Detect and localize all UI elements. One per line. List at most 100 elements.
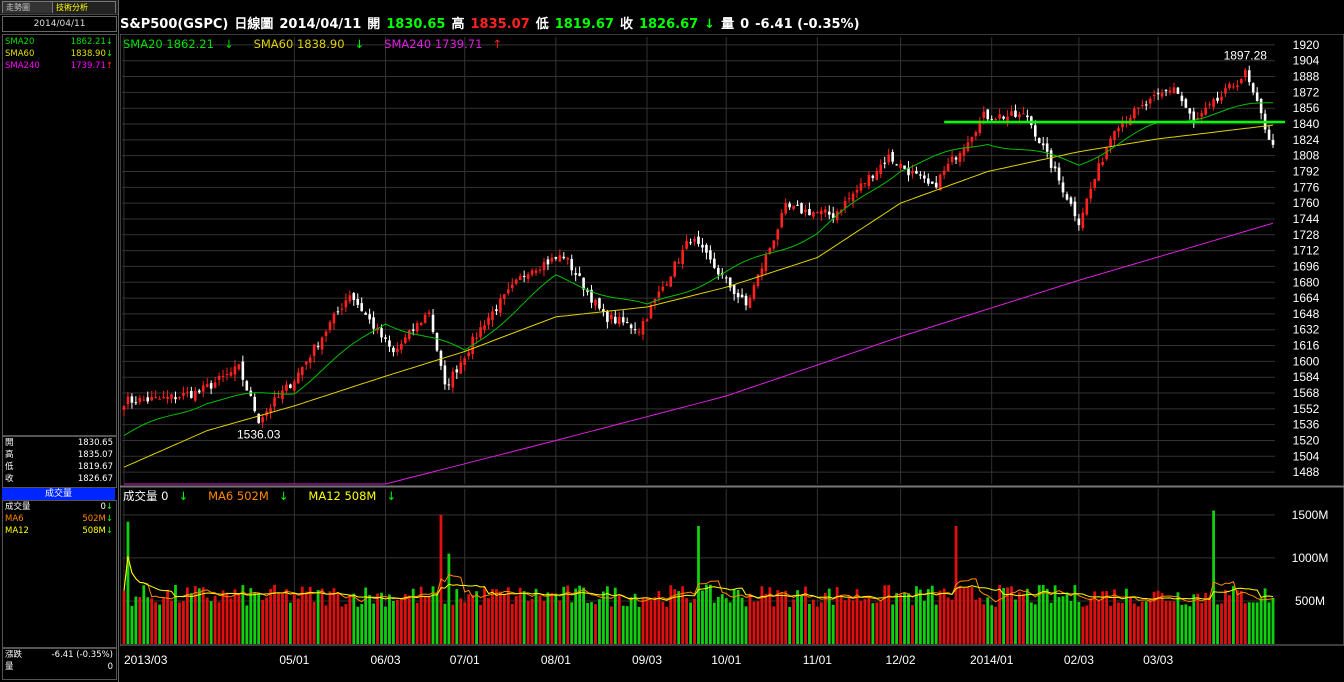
candle-body (1160, 92, 1164, 97)
volume-bar (158, 604, 162, 644)
candle-body (419, 322, 423, 326)
candle-body (483, 325, 486, 330)
volume-bar (748, 593, 752, 644)
candle-body (178, 397, 181, 399)
change-label: 漲跌 (5, 650, 23, 660)
candle-body (1097, 163, 1100, 181)
candle-body (701, 244, 704, 248)
volume-bar (419, 586, 423, 644)
volume-bar (950, 599, 954, 644)
price-tick-label: 1904 (1293, 54, 1320, 68)
ma12-label: MA12 (5, 526, 29, 536)
candle-body (1224, 88, 1227, 94)
candle-body (479, 327, 482, 338)
volume-bar (443, 603, 447, 644)
candle-body (982, 111, 986, 118)
volume-bar (562, 586, 566, 644)
volume-bar (550, 593, 554, 644)
candle-body (285, 384, 288, 391)
ma6-label: MA6 (5, 514, 24, 524)
volume-bar (1029, 602, 1033, 644)
candle-body (221, 375, 225, 377)
volume-bar (1069, 601, 1073, 644)
candle-body (1267, 129, 1271, 140)
candle-body (562, 256, 566, 259)
candle-body (281, 390, 284, 400)
candle-body (1006, 116, 1009, 122)
volume-value: 0 (100, 502, 106, 512)
candle-body (1037, 137, 1041, 143)
volume-legend: 成交量 0 ↓ MA6 502M ↓ MA12 508M ↓ (123, 489, 416, 503)
candle-body (970, 136, 974, 142)
volume-bar (716, 596, 720, 644)
volume-bar (1033, 604, 1037, 644)
open-label: 開 (367, 17, 381, 32)
price-tick-label: 1760 (1293, 196, 1320, 210)
sidebar-volume-header[interactable]: 成交量 (2, 488, 115, 500)
volume-bar (1192, 594, 1196, 644)
volume-bar (265, 597, 269, 644)
low-value: 1819.67 (554, 17, 614, 32)
open-value: 1830.65 (386, 17, 446, 32)
volume-bar (285, 589, 288, 644)
candle-body (158, 398, 161, 400)
volume-bar (245, 605, 249, 644)
close-value: 1826.67 (77, 474, 113, 484)
volume-bar (1081, 606, 1085, 644)
candle-body (340, 308, 344, 310)
volume-bar (277, 593, 280, 644)
candle-body (689, 242, 692, 244)
x-tick-label: 12/02 (886, 653, 916, 667)
candle-body (411, 329, 415, 331)
volume-bar (907, 593, 910, 644)
volume-bar (1061, 596, 1065, 644)
price-tick-label: 1744 (1293, 212, 1320, 226)
volume-bar (344, 604, 348, 644)
candle-body (130, 396, 134, 403)
candle-body (1247, 70, 1251, 83)
volume-bar (728, 602, 732, 644)
sma-legend: SMA20 1862.21 ↓ SMA60 1838.90 ↓ SMA240 1739.… (123, 37, 522, 51)
candle-body (459, 362, 463, 374)
tab-technical-analysis[interactable]: 技術分析 (52, 1, 116, 13)
candle-body (831, 213, 835, 219)
volume-bar (926, 589, 930, 644)
candle-body (1113, 130, 1116, 140)
candle-body (851, 193, 855, 202)
volume-bar (1057, 597, 1061, 644)
volume-bar (1184, 604, 1188, 644)
volume-bar (637, 606, 641, 644)
price-tick-label: 1728 (1293, 228, 1320, 242)
candle-body (1232, 86, 1235, 88)
volume-bar (1152, 591, 1156, 644)
price-tick-label: 1680 (1293, 275, 1320, 289)
volume-bar (471, 594, 475, 644)
legend-ma6-text: MA6 502M (208, 489, 269, 503)
candle-body (304, 361, 308, 365)
volume-bar (804, 586, 807, 644)
legend-ma12-text: MA12 508M (308, 489, 377, 503)
candle-body (1033, 125, 1037, 137)
candle-body (1133, 108, 1136, 119)
volume-bar (966, 587, 970, 644)
candle-body (578, 273, 581, 276)
sidebar-sma20-label: SMA20 (5, 37, 35, 47)
candle-body (1184, 99, 1188, 108)
high-value: 1835.07 (77, 450, 113, 460)
candle-body (610, 314, 613, 320)
candle-body (598, 298, 601, 309)
arrow-down-icon: ↓ (704, 17, 716, 32)
volume-bar (1025, 588, 1029, 644)
volume-bar (1109, 605, 1112, 644)
legend-ma12: MA12 508M ↓ (308, 489, 406, 503)
candle-body (225, 373, 229, 375)
candle-body (554, 257, 558, 259)
volume-bar (859, 600, 863, 644)
price-tick-label: 1488 (1293, 465, 1320, 479)
volume-bar (578, 585, 582, 644)
volume-bar (1220, 603, 1223, 644)
candle-body (443, 365, 447, 385)
tab-trend[interactable]: 走勢圖 (2, 1, 56, 13)
